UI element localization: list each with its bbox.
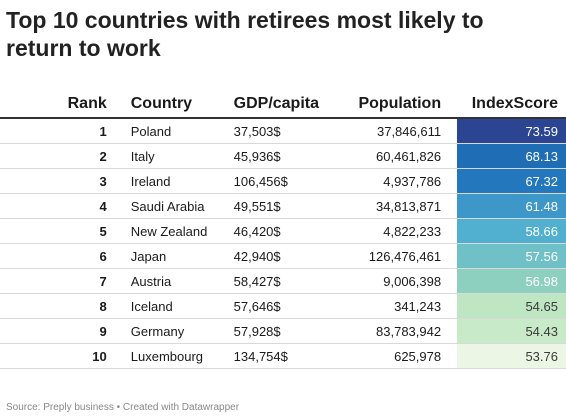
cell-gdp: 58,427$ bbox=[233, 268, 335, 294]
cell-population: 4,937,786 bbox=[334, 168, 442, 194]
cell-country: Italy bbox=[106, 143, 234, 169]
cell-country: Ireland bbox=[106, 168, 234, 194]
cell-spacer bbox=[441, 143, 458, 169]
cell-population: 4,822,233 bbox=[334, 218, 442, 244]
cell-gdp: 46,420$ bbox=[233, 218, 335, 244]
ranking-table: Rank Country GDP/capita Population Index… bbox=[0, 88, 566, 369]
cell-index-score: 57.56 bbox=[457, 243, 566, 269]
table-row: 7 Austria 58,427$ 9,006,398 56.98 bbox=[0, 268, 566, 294]
cell-population: 126,476,461 bbox=[334, 243, 442, 269]
table-row: 4 Saudi Arabia 49,551$ 34,813,871 61.48 bbox=[0, 193, 566, 219]
cell-index-score: 61.48 bbox=[457, 193, 566, 219]
cell-country: Iceland bbox=[106, 293, 234, 319]
cell-rank: 8 bbox=[0, 293, 107, 319]
cell-gdp: 37,503$ bbox=[233, 118, 335, 144]
cell-country: Poland bbox=[106, 118, 234, 144]
cell-population: 60,461,826 bbox=[334, 143, 442, 169]
cell-country: Saudi Arabia bbox=[106, 193, 234, 219]
cell-spacer bbox=[441, 318, 458, 344]
cell-population: 83,783,942 bbox=[334, 318, 442, 344]
cell-spacer bbox=[441, 268, 458, 294]
cell-index-score: 58.66 bbox=[457, 218, 566, 244]
header-index-score[interactable]: IndexScore bbox=[457, 88, 566, 119]
chart-title: Top 10 countries with retirees most like… bbox=[6, 7, 484, 61]
table-row: 8 Iceland 57,646$ 341,243 54.65 bbox=[0, 293, 566, 319]
cell-rank: 2 bbox=[0, 143, 107, 169]
cell-country: Luxembourg bbox=[106, 343, 234, 369]
cell-index-score: 56.98 bbox=[457, 268, 566, 294]
cell-rank: 10 bbox=[0, 343, 107, 369]
cell-index-score: 67.32 bbox=[457, 168, 566, 194]
cell-index-score: 53.76 bbox=[457, 343, 566, 369]
cell-gdp: 49,551$ bbox=[233, 193, 335, 219]
cell-spacer bbox=[441, 218, 458, 244]
header-population[interactable]: Population bbox=[334, 88, 442, 119]
cell-gdp: 57,646$ bbox=[233, 293, 335, 319]
table-row: 5 New Zealand 46,420$ 4,822,233 58.66 bbox=[0, 218, 566, 244]
table-row: 10 Luxembourg 134,754$ 625,978 53.76 bbox=[0, 343, 566, 369]
cell-gdp: 57,928$ bbox=[233, 318, 335, 344]
cell-gdp: 106,456$ bbox=[233, 168, 335, 194]
cell-rank: 6 bbox=[0, 243, 107, 269]
table-body: 1 Poland 37,503$ 37,846,611 73.59 2 Italy 45,93… bbox=[0, 118, 566, 369]
cell-index-score: 54.43 bbox=[457, 318, 566, 344]
cell-rank: 1 bbox=[0, 118, 107, 144]
cell-spacer bbox=[441, 343, 458, 369]
cell-index-score: 68.13 bbox=[457, 143, 566, 169]
table-header-row: Rank Country GDP/capita Population Index… bbox=[0, 88, 566, 119]
source-note: Source: Preply business • Created with D… bbox=[6, 402, 240, 413]
cell-population: 34,813,871 bbox=[334, 193, 442, 219]
cell-gdp: 45,936$ bbox=[233, 143, 335, 169]
cell-spacer bbox=[441, 118, 458, 144]
cell-index-score: 54.65 bbox=[457, 293, 566, 319]
cell-spacer bbox=[441, 293, 458, 319]
cell-population: 625,978 bbox=[334, 343, 442, 369]
cell-spacer bbox=[441, 168, 458, 194]
cell-rank: 5 bbox=[0, 218, 107, 244]
table-row: 9 Germany 57,928$ 83,783,942 54.43 bbox=[0, 318, 566, 344]
table-row: 6 Japan 42,940$ 126,476,461 57.56 bbox=[0, 243, 566, 269]
cell-population: 341,243 bbox=[334, 293, 442, 319]
cell-country: Japan bbox=[106, 243, 234, 269]
cell-population: 9,006,398 bbox=[334, 268, 442, 294]
table-row: 3 Ireland 106,456$ 4,937,786 67.32 bbox=[0, 168, 566, 194]
table-row: 1 Poland 37,503$ 37,846,611 73.59 bbox=[0, 118, 566, 144]
header-spacer bbox=[441, 88, 458, 119]
cell-gdp: 134,754$ bbox=[233, 343, 335, 369]
cell-spacer bbox=[441, 243, 458, 269]
cell-spacer bbox=[441, 193, 458, 219]
cell-rank: 7 bbox=[0, 268, 107, 294]
header-rank[interactable]: Rank bbox=[0, 88, 107, 119]
cell-gdp: 42,940$ bbox=[233, 243, 335, 269]
cell-country: Germany bbox=[106, 318, 234, 344]
cell-index-score: 73.59 bbox=[457, 118, 566, 144]
cell-country: New Zealand bbox=[106, 218, 234, 244]
cell-rank: 3 bbox=[0, 168, 107, 194]
cell-rank: 9 bbox=[0, 318, 107, 344]
cell-rank: 4 bbox=[0, 193, 107, 219]
cell-population: 37,846,611 bbox=[334, 118, 442, 144]
header-gdp[interactable]: GDP/capita bbox=[233, 88, 335, 119]
header-country[interactable]: Country bbox=[106, 88, 234, 119]
cell-country: Austria bbox=[106, 268, 234, 294]
table-row: 2 Italy 45,936$ 60,461,826 68.13 bbox=[0, 143, 566, 169]
